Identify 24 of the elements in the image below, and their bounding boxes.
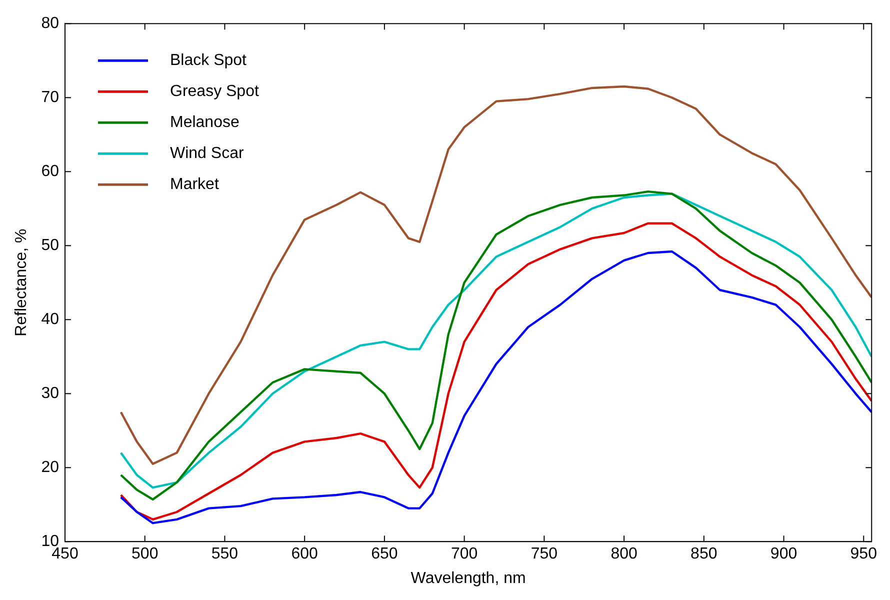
x-tick-label: 800	[610, 546, 638, 563]
y-axis-title: Reflectance, %	[13, 228, 30, 336]
y-tick-label: 50	[41, 237, 60, 254]
x-tick-label: 600	[291, 546, 318, 563]
y-tick-label: 60	[41, 163, 60, 180]
x-tick-label: 650	[371, 546, 398, 563]
x-tick-label: 750	[530, 546, 558, 563]
y-tick-label: 80	[41, 15, 60, 32]
x-axis-title: Wavelength, nm	[410, 570, 526, 587]
x-tick-label: 550	[211, 546, 238, 563]
legend-label: Melanose	[170, 114, 240, 132]
x-tick-label: 850	[690, 546, 718, 563]
y-tick-label: 30	[41, 385, 60, 402]
legend-label: Market	[170, 176, 220, 194]
x-tick-label: 500	[132, 546, 158, 563]
y-tick-label: 20	[41, 459, 60, 476]
legend-label: Greasy Spot	[170, 83, 260, 100]
x-tick-label: 950	[850, 546, 878, 563]
legend-label: Black Spot	[170, 52, 248, 70]
legend-label: Wind Scar	[170, 145, 244, 162]
y-tick-label: 70	[41, 89, 60, 106]
x-tick-label: 700	[450, 546, 478, 563]
x-tick-label: 900	[770, 546, 798, 563]
y-tick-label: 40	[41, 311, 60, 328]
